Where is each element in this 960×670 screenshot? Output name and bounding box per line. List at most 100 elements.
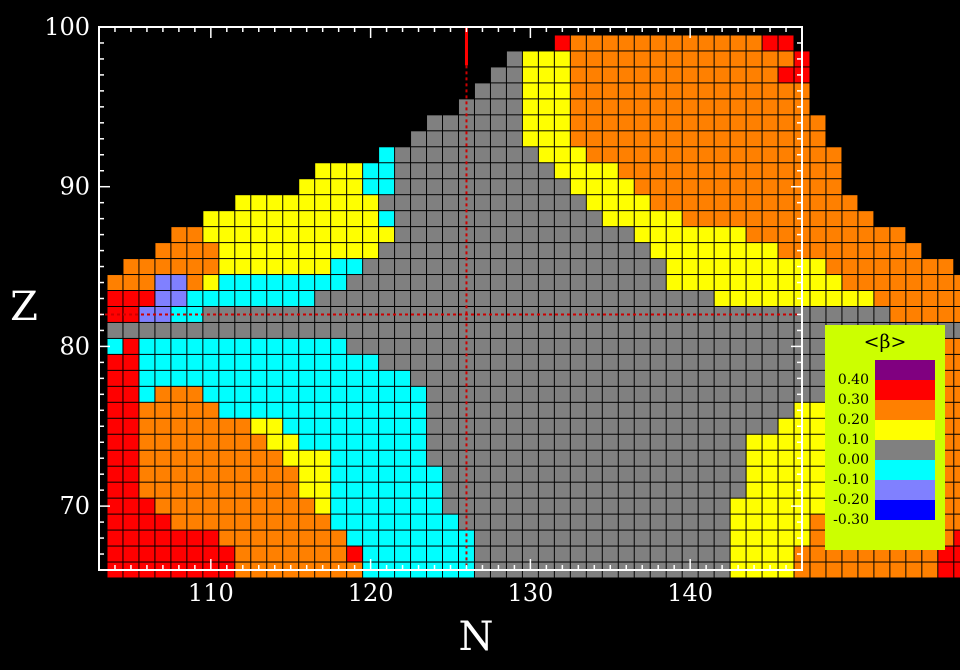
nucleus-cell <box>570 275 586 291</box>
nucleus-cell <box>139 259 155 275</box>
nucleus-cell <box>730 179 746 195</box>
nucleus-cell <box>315 211 331 227</box>
nucleus-cell <box>650 195 666 211</box>
nucleus-cell <box>714 243 730 259</box>
nucleus-cell <box>538 434 554 450</box>
nucleus-cell <box>618 322 634 338</box>
x-tick-label: 110 <box>188 579 234 607</box>
nucleus-cell <box>283 195 299 211</box>
nucleus-cell <box>730 99 746 115</box>
nucleus-cell <box>682 67 698 83</box>
nucleus-cell <box>634 179 650 195</box>
nucleus-cell <box>778 530 794 546</box>
nucleus-cell <box>778 83 794 99</box>
nucleus-cell <box>379 418 395 434</box>
nucleus-cell <box>650 482 666 498</box>
nucleus-cell <box>107 482 123 498</box>
nucleus-cell <box>810 291 826 306</box>
nucleus-cell <box>379 514 395 530</box>
nucleus-cell <box>155 322 171 338</box>
nucleus-cell <box>283 418 299 434</box>
nucleus-cell <box>443 466 458 482</box>
nucleus-cell <box>347 466 363 482</box>
nucleus-cell <box>570 35 586 51</box>
nucleus-cell <box>427 402 443 418</box>
nucleus-cell <box>363 498 379 514</box>
nucleus-cell <box>730 211 746 227</box>
nucleus-cell <box>554 418 570 434</box>
nucleus-cell <box>219 227 235 243</box>
nucleus-cell <box>538 370 554 386</box>
nucleus-cell <box>938 291 954 306</box>
nucleus-cell <box>698 322 714 338</box>
nucleus-cell <box>666 322 682 338</box>
nucleus-cell <box>283 370 299 386</box>
nucleus-cell <box>235 386 251 402</box>
nucleus-cell <box>842 211 858 227</box>
nucleus-cell <box>874 291 890 306</box>
nucleus-cell <box>762 322 778 338</box>
nucleus-cell <box>171 227 187 243</box>
nucleus-cell <box>139 546 155 562</box>
nucleus-cell <box>267 514 283 530</box>
nucleus-cell <box>554 402 570 418</box>
nucleus-cell <box>219 275 235 291</box>
nucleus-cell <box>474 291 490 306</box>
nucleus-cell <box>395 386 411 402</box>
nucleus-cell <box>315 291 331 306</box>
nucleus-cell <box>411 466 427 482</box>
nucleus-cell <box>954 291 960 306</box>
nucleus-cell <box>666 482 682 498</box>
nucleus-cell <box>650 211 666 227</box>
nucleus-cell <box>474 530 490 546</box>
nucleus-cell <box>331 275 347 291</box>
nucleus-cell <box>666 259 682 275</box>
nucleus-cell <box>379 450 395 466</box>
nucleus-cell <box>427 227 443 243</box>
nucleus-cell <box>602 275 618 291</box>
nucleus-cell <box>155 259 171 275</box>
nucleus-cell <box>363 450 379 466</box>
nucleus-cell <box>682 338 698 354</box>
nucleus-cell <box>315 530 331 546</box>
nucleus-cell <box>299 546 315 562</box>
nucleus-cell <box>554 530 570 546</box>
nucleus-cell <box>698 211 714 227</box>
nucleus-cell <box>490 259 506 275</box>
nucleus-cell <box>842 291 858 306</box>
nucleus-cell <box>778 386 794 402</box>
nucleus-cell <box>826 227 842 243</box>
nucleus-cell <box>650 243 666 259</box>
nucleus-cell <box>650 147 666 163</box>
nucleus-cell <box>331 386 347 402</box>
nucleus-cell <box>634 131 650 147</box>
nucleus-cell <box>155 306 171 322</box>
nucleus-cell <box>554 514 570 530</box>
nucleus-cell <box>730 195 746 211</box>
nucleus-cell <box>538 450 554 466</box>
nucleus-cell <box>682 243 698 259</box>
nucleus-cell <box>762 434 778 450</box>
nucleus-cell <box>267 434 283 450</box>
y-tick-label: 90 <box>59 173 90 201</box>
nucleus-cell <box>379 291 395 306</box>
nucleus-cell <box>954 418 960 434</box>
nucleus-cell <box>538 147 554 163</box>
nucleus-cell <box>762 83 778 99</box>
nucleus-cell <box>171 243 187 259</box>
nucleus-cell <box>443 243 458 259</box>
nucleus-cell <box>395 434 411 450</box>
nucleus-cell <box>490 418 506 434</box>
nucleus-cell <box>570 418 586 434</box>
nucleus-cell <box>427 338 443 354</box>
nucleus-cell <box>954 338 960 354</box>
nucleus-cell <box>251 434 267 450</box>
nucleus-cell <box>682 131 698 147</box>
nucleus-cell <box>235 466 251 482</box>
nucleus-cell <box>954 514 960 530</box>
nucleus-cell <box>506 163 522 179</box>
nucleus-cell <box>698 275 714 291</box>
nucleus-cell <box>730 67 746 83</box>
nucleus-cell <box>203 546 219 562</box>
nucleus-cell <box>411 386 427 402</box>
